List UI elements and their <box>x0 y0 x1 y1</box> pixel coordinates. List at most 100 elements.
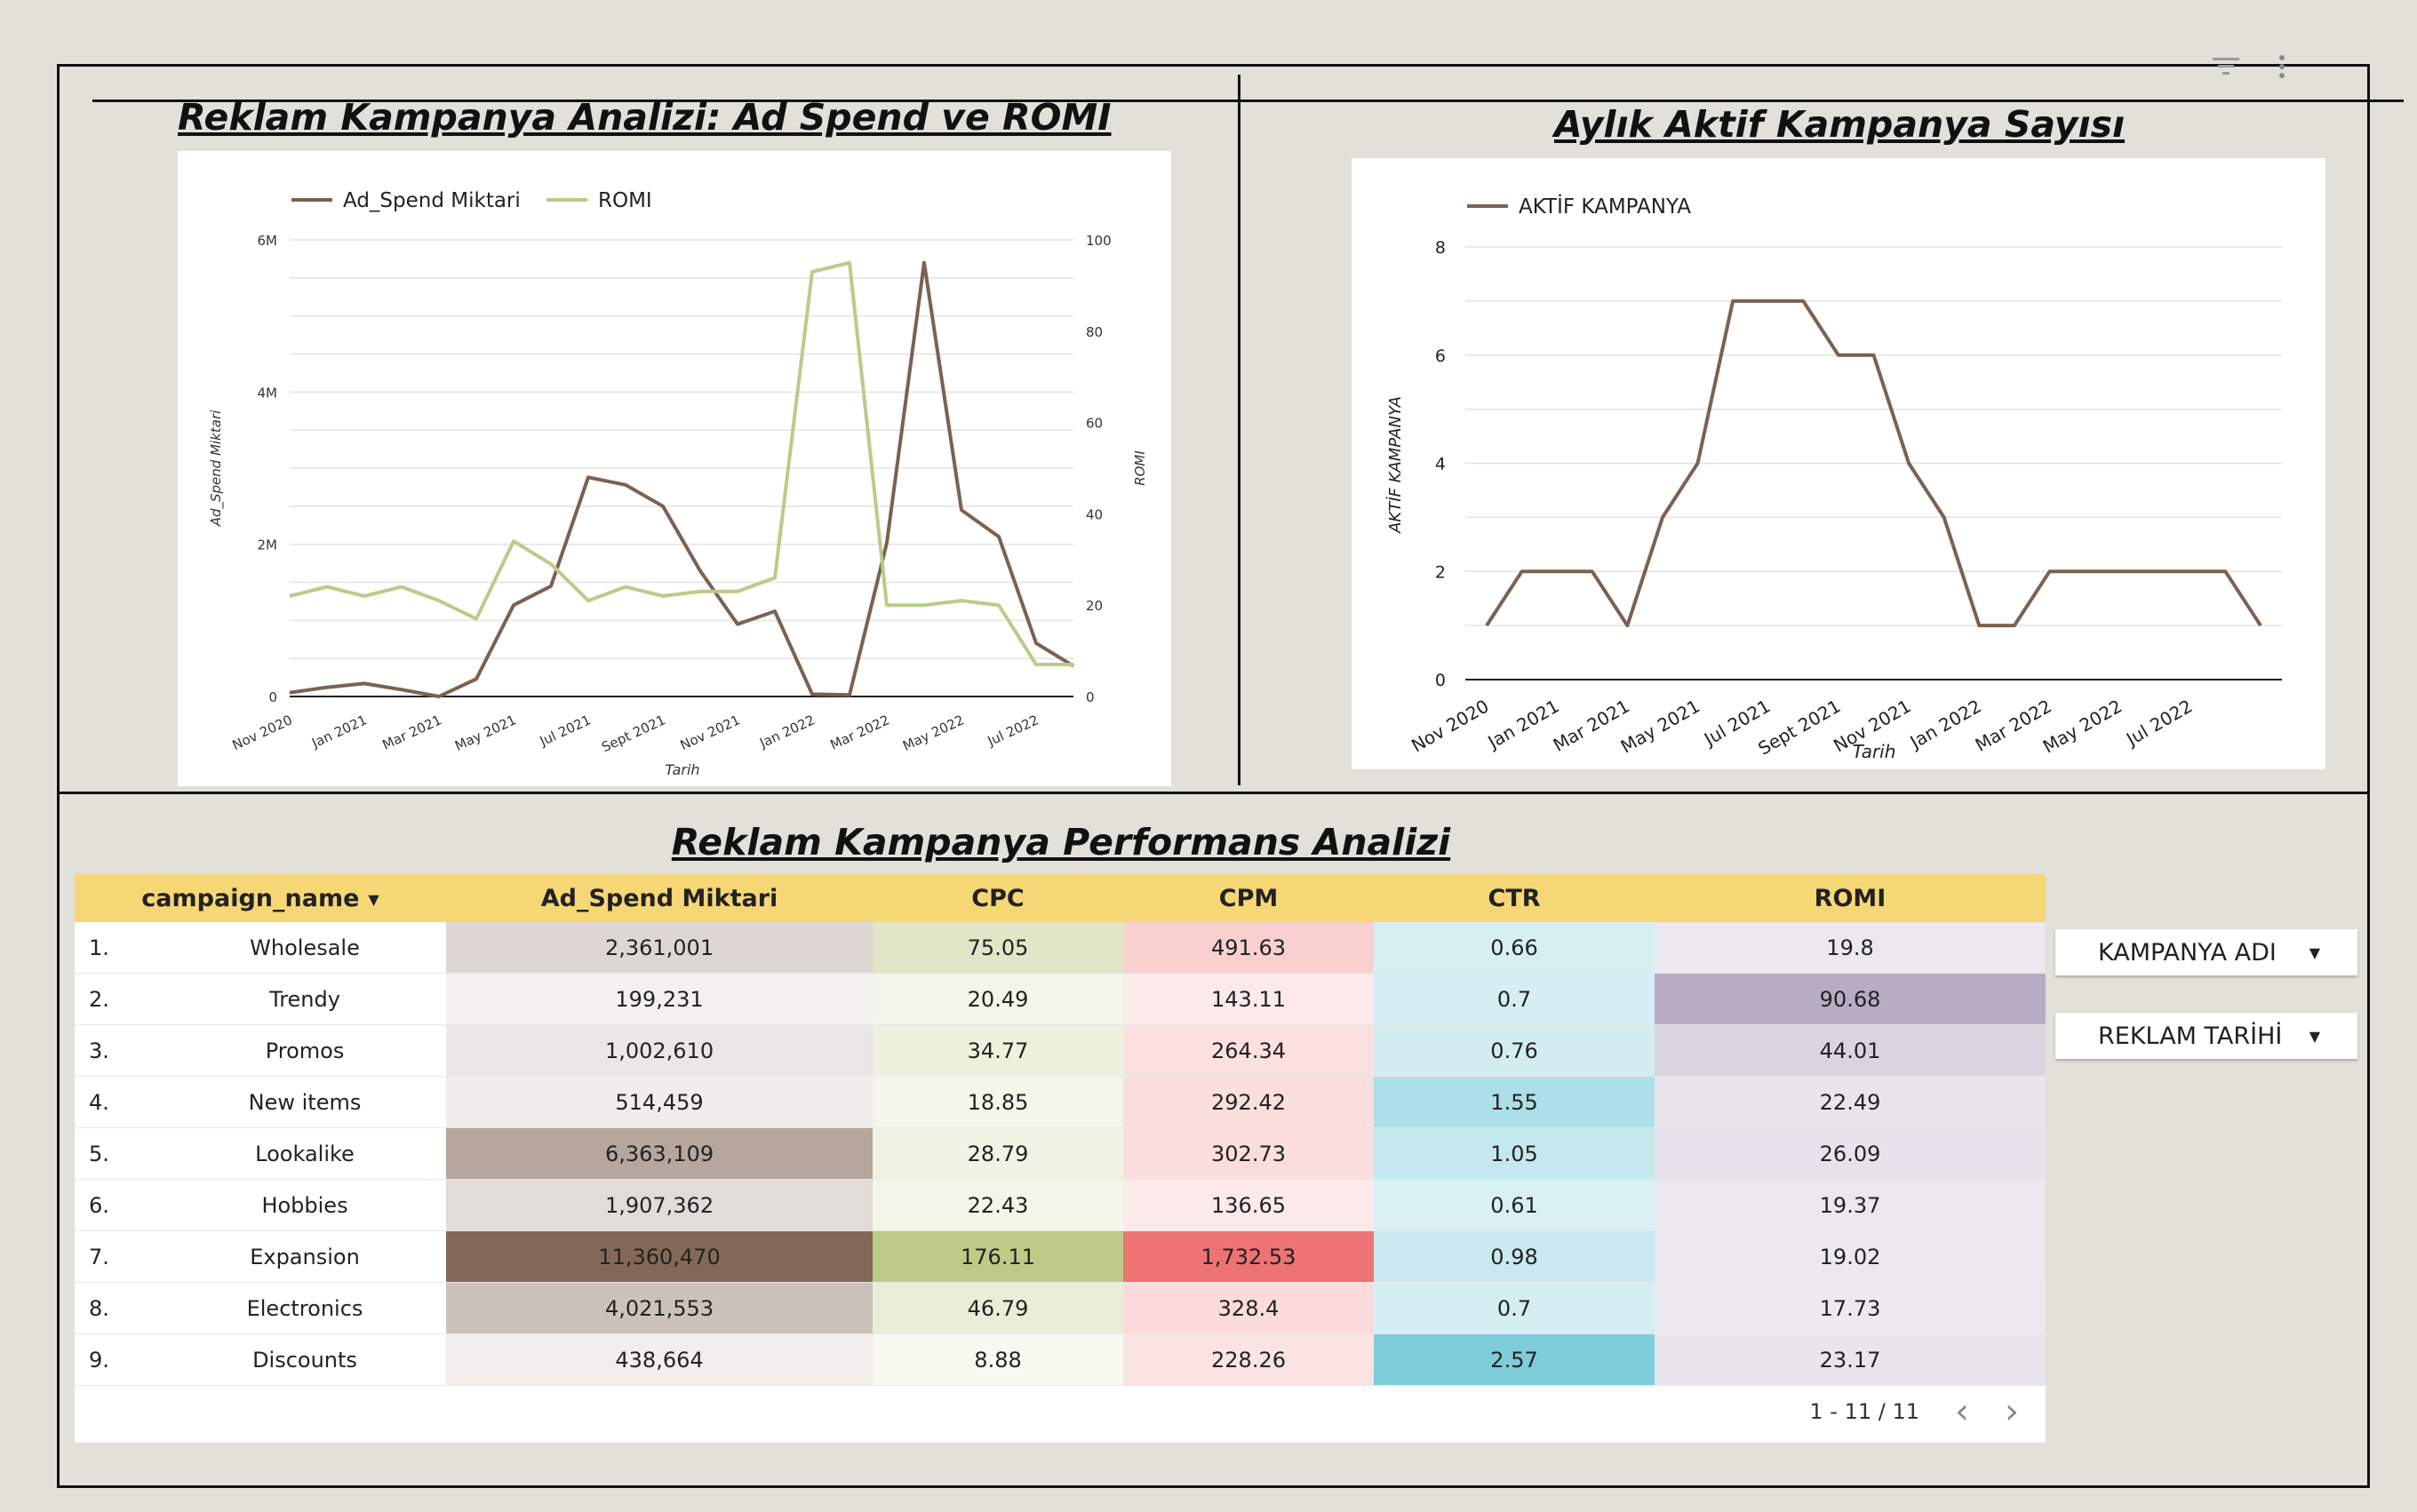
ctr-cell: 0.98 <box>1374 1230 1655 1283</box>
cpc-cell: 75.05 <box>873 922 1124 974</box>
campaign-name-cell: Discounts <box>164 1333 447 1386</box>
date-filter-dropdown[interactable]: REKLAM TARİHİ ▼ <box>2055 1013 2357 1059</box>
table-row[interactable]: 4. New items 514,459 18.85 292.42 1.55 22.49 <box>75 1076 2046 1128</box>
col-header-ctr[interactable]: CTR <box>1374 874 1655 922</box>
x-tick-label: May 2022 <box>900 712 967 754</box>
y-tick-label: 8 <box>1435 238 1446 258</box>
legend-label: AKTİF KAMPANYA <box>1519 194 1691 219</box>
y2-tick-label: 100 <box>1086 233 1112 249</box>
col-header-ad-spend[interactable]: Ad_Spend Miktari <box>446 874 873 922</box>
x-axis-label: Tarih <box>1853 741 1896 762</box>
cpm-cell: 302.73 <box>1123 1127 1375 1180</box>
x-tick-label: Mar 2021 <box>380 712 444 752</box>
col-header-cpc[interactable]: CPC <box>873 874 1124 922</box>
table-row[interactable]: 9. Discounts 438,664 8.88 228.26 2.57 23.17 <box>75 1333 2046 1386</box>
campaign-name-cell: New items <box>164 1076 447 1128</box>
table-row[interactable]: 7. Expansion 11,360,470 176.11 1,732.53 0.98 1… <box>75 1230 2046 1283</box>
cpc-cell: 176.11 <box>873 1230 1124 1283</box>
performance-table-grid: campaign_name ▼ Ad_Spend Miktari CPC CPM … <box>75 874 2046 1386</box>
campaign-name-cell: Trendy <box>164 973 447 1025</box>
row-index-cell: 9. <box>75 1333 164 1386</box>
ctr-cell: 2.57 <box>1374 1333 1655 1386</box>
y-tick-label: 4M <box>258 385 278 401</box>
x-axis-label: Tarih <box>665 761 699 778</box>
pagination-label: 1 - 11 / 11 <box>1809 1399 1919 1424</box>
campaign-name-cell: Promos <box>164 1024 447 1077</box>
y-axis-label: AKTİF KAMPANYA <box>1386 396 1405 534</box>
x-tick-label: Jan 2022 <box>1905 696 1985 754</box>
table-row[interactable]: 1. Wholesale 2,361,001 75.05 491.63 0.66 19.8 <box>75 922 2046 974</box>
campaign-filter-label: KAMPANYA ADI <box>2098 938 2277 967</box>
frame-inner-top-line <box>92 99 2404 102</box>
row-index-cell: 8. <box>75 1282 164 1334</box>
col-header-campaign-name[interactable]: campaign_name ▼ <box>75 874 447 922</box>
active-campaign-series-line <box>1485 298 2262 628</box>
frame-left-border <box>57 64 60 1488</box>
cpc-cell: 20.49 <box>873 973 1124 1025</box>
romi-cell: 26.09 <box>1655 1127 2046 1180</box>
x-tick-label: May 2021 <box>1617 696 1703 758</box>
cpm-cell: 328.4 <box>1123 1282 1375 1334</box>
row-index-cell: 4. <box>75 1076 164 1128</box>
ad-spend-cell: 2,361,001 <box>446 922 873 974</box>
romi-cell: 90.68 <box>1655 973 2046 1025</box>
campaign-filter-dropdown[interactable]: KAMPANYA ADI ▼ <box>2055 929 2357 975</box>
romi-cell: 22.49 <box>1655 1076 2046 1128</box>
romi-cell: 17.73 <box>1655 1282 2046 1334</box>
table-row[interactable]: 3. Promos 1,002,610 34.77 264.34 0.76 44.01 <box>75 1024 2046 1077</box>
table-row[interactable]: 6. Hobbies 1,907,362 22.43 136.65 0.61 19.37 <box>75 1179 2046 1231</box>
cpm-cell: 1,732.53 <box>1123 1230 1375 1283</box>
sort-desc-icon[interactable]: ▼ <box>368 890 379 908</box>
y-axis-label: Ad_Spend Miktari <box>208 410 225 527</box>
romi-cell: 44.01 <box>1655 1024 2046 1077</box>
y-tick-label: 0 <box>1435 671 1446 690</box>
romi-cell: 19.37 <box>1655 1179 2046 1231</box>
x-tick-label: May 2021 <box>452 712 519 754</box>
y2-tick-label: 60 <box>1086 416 1103 432</box>
filter-icon[interactable] <box>2211 55 2241 76</box>
campaign-name-cell: Wholesale <box>164 922 447 974</box>
y2-tick-label: 80 <box>1086 324 1103 340</box>
x-tick-label: May 2022 <box>2039 696 2126 758</box>
y2-tick-label: 20 <box>1086 598 1103 614</box>
table-row[interactable]: 5. Lookalike 6,363,109 28.79 302.73 1.05 26.09 <box>75 1127 2046 1180</box>
row-index-cell: 1. <box>75 922 164 974</box>
chevron-down-icon: ▼ <box>2309 943 2320 961</box>
cpm-cell: 491.63 <box>1123 922 1375 974</box>
right-panel-title: Aylık Aktif Kampanya Sayısı <box>1553 103 2126 146</box>
col-header-cpm[interactable]: CPM <box>1123 874 1375 922</box>
ad-spend-cell: 4,021,553 <box>446 1282 873 1334</box>
more-vert-icon[interactable] <box>2275 53 2289 80</box>
ctr-cell: 0.66 <box>1374 922 1655 974</box>
prev-page-icon[interactable]: ‹ <box>1955 1391 1969 1432</box>
x-tick-label: Nov 2021 <box>678 712 743 753</box>
table-row[interactable]: 2. Trendy 199,231 20.49 143.11 0.7 90.68 <box>75 973 2046 1025</box>
date-filter-label: REKLAM TARİHİ <box>2098 1022 2283 1050</box>
chevron-down-icon: ▼ <box>2309 1027 2320 1045</box>
y-tick-label: 6M <box>258 233 278 249</box>
romi-cell: 19.8 <box>1655 922 2046 974</box>
row-index-cell: 5. <box>75 1127 164 1180</box>
ad-spend-cell: 514,459 <box>446 1076 873 1128</box>
ad-spend-cell: 199,231 <box>446 973 873 1025</box>
x-tick-label: Mar 2022 <box>828 712 892 752</box>
cpc-cell: 34.77 <box>873 1024 1124 1077</box>
table-row[interactable]: 8. Electronics 4,021,553 46.79 328.4 0.7 17.73 <box>75 1282 2046 1334</box>
row-index-cell: 6. <box>75 1179 164 1231</box>
col-header-romi[interactable]: ROMI <box>1655 874 2046 922</box>
cpm-cell: 292.42 <box>1123 1076 1375 1128</box>
romi-cell: 23.17 <box>1655 1333 2046 1386</box>
table-header-row: campaign_name ▼ Ad_Spend Miktari CPC CPM … <box>75 874 2046 922</box>
performance-table: campaign_name ▼ Ad_Spend Miktari CPC CPM … <box>75 874 2046 1443</box>
cpm-cell: 143.11 <box>1123 973 1375 1025</box>
y-tick-label: 6 <box>1435 346 1446 366</box>
ctr-cell: 0.61 <box>1374 1179 1655 1231</box>
y-tick-label: 4 <box>1435 455 1446 474</box>
y2-axis-label: ROMI <box>1132 450 1148 486</box>
next-page-icon[interactable]: › <box>2005 1391 2019 1432</box>
frame-top-border <box>57 64 2370 67</box>
x-tick-label: Jul 2022 <box>985 712 1041 750</box>
cpc-cell: 8.88 <box>873 1333 1124 1386</box>
campaign-name-cell: Hobbies <box>164 1179 447 1231</box>
